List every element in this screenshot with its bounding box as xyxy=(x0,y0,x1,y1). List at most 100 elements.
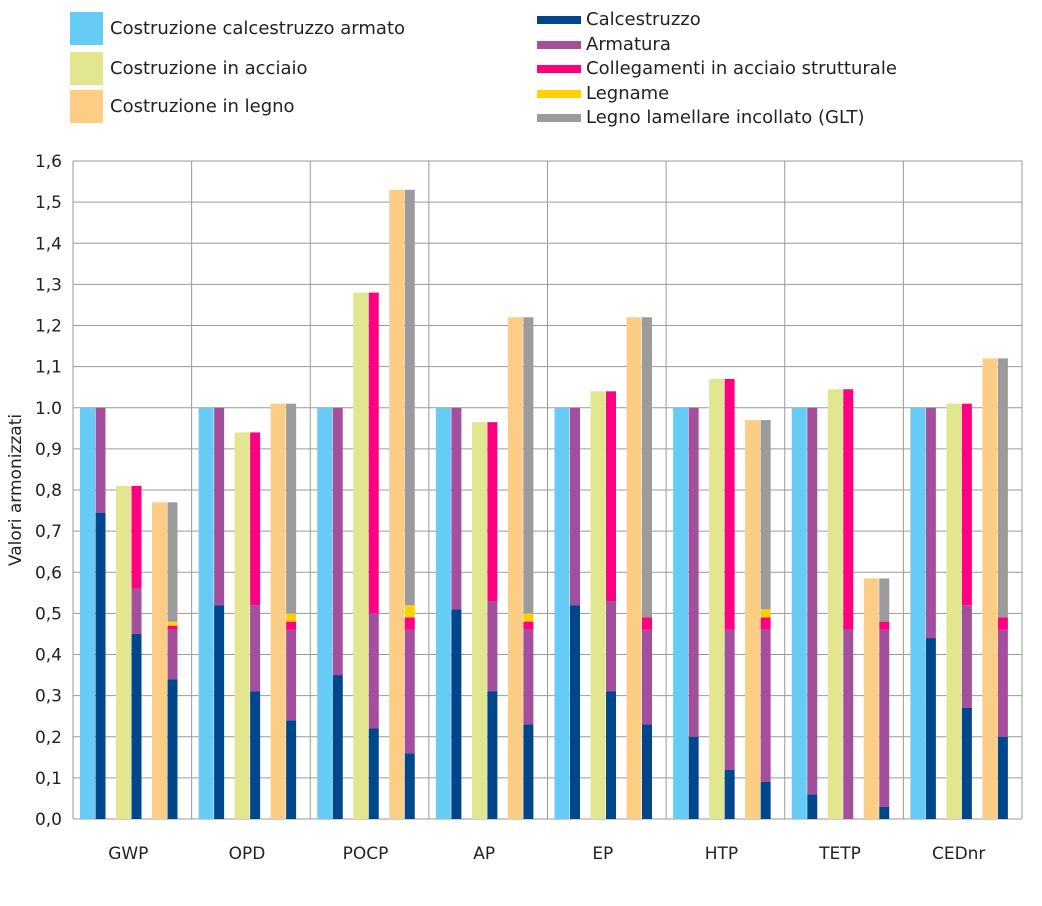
bar-AP-building-1-calcestruzzo xyxy=(451,609,462,819)
bar-TETP-building-2-total xyxy=(827,389,843,819)
bar-OPD-building-2-total xyxy=(234,432,250,819)
bar-POCP-building-1-calcestruzzo xyxy=(332,675,343,819)
bar-CEDnr-building-3-calcestruzzo xyxy=(997,736,1008,819)
bar-HTP-building-3-collegamenti-in-acciaio-strutturale xyxy=(760,617,771,630)
bar-HTP-building-2-total xyxy=(709,378,725,819)
bar-AP-building-3-legno-lamellare-incollato-glt- xyxy=(523,317,534,614)
legend-component-legname: Legname xyxy=(537,83,669,104)
y-axis-label: Valori armonizzati xyxy=(6,414,26,566)
y-tick-label: 0,5 xyxy=(35,604,62,624)
bar-GWP-building-1-armatura xyxy=(95,407,106,513)
legend-swatch xyxy=(70,12,103,45)
legend-building-concrete: Costruzione calcestruzzo armato xyxy=(70,12,405,45)
bar-HTP-building-1-calcestruzzo xyxy=(688,736,699,819)
legend-component-calcestruzzo: Calcestruzzo xyxy=(537,9,701,30)
y-tick-label: 0,7 xyxy=(35,522,62,542)
legend-component-glt: Legno lamellare incollato (GLT) xyxy=(537,107,865,128)
legend-building-wood: Costruzione in legno xyxy=(70,90,295,123)
legend-swatch xyxy=(70,90,103,123)
x-tick-label: POCP xyxy=(343,844,389,864)
legend-label: Armatura xyxy=(586,34,671,55)
bar-AP-building-3-legname xyxy=(523,613,534,622)
bar-CEDnr-building-2-armatura xyxy=(961,605,972,708)
x-tick-label: GWP xyxy=(108,844,148,864)
bar-GWP-building-2-armatura xyxy=(131,588,142,634)
x-tick-label: EP xyxy=(592,844,613,864)
bar-CEDnr-building-3-armatura xyxy=(997,629,1008,737)
x-tick-label: TETP xyxy=(818,844,861,864)
legend-label: Collegamenti in acciaio strutturale xyxy=(586,58,897,79)
legend-component-collegamenti: Collegamenti in acciaio strutturale xyxy=(537,58,897,79)
bar-TETP-building-3-armatura xyxy=(879,629,890,807)
bar-HTP-building-3-calcestruzzo xyxy=(760,781,771,819)
legend-swatch xyxy=(537,89,581,98)
legend-label: Costruzione calcestruzzo armato xyxy=(110,18,406,39)
bar-EP-building-3-total xyxy=(626,317,642,819)
bar-POCP-building-2-armatura xyxy=(368,613,379,729)
bar-OPD-building-3-armatura xyxy=(286,629,297,721)
bar-GWP-building-3-armatura xyxy=(167,629,178,680)
bar-OPD-building-3-legno-lamellare-incollato-glt- xyxy=(286,403,297,614)
bar-CEDnr-building-1-total xyxy=(910,407,926,819)
bar-OPD-building-3-calcestruzzo xyxy=(286,720,297,819)
y-tick-label: 0,1 xyxy=(35,769,62,789)
bar-GWP-building-3-legno-lamellare-incollato-glt- xyxy=(167,502,178,622)
y-tick-label: 0,3 xyxy=(35,687,62,707)
legend-label: Calcestruzzo xyxy=(586,9,701,30)
bar-POCP-building-2-total xyxy=(353,292,369,820)
y-tick-label: 0,0 xyxy=(35,810,62,830)
bar-POCP-building-3-legno-lamellare-incollato-glt- xyxy=(404,189,415,606)
legend-swatch xyxy=(537,113,581,122)
bar-AP-building-3-calcestruzzo xyxy=(523,724,534,819)
bar-AP-building-2-collegamenti-in-acciaio-strutturale xyxy=(487,422,498,602)
legend-building-steel: Costruzione in acciaio xyxy=(70,52,308,85)
bar-GWP-building-2-total xyxy=(116,485,131,819)
bar-EP-building-3-armatura xyxy=(642,629,652,725)
bar-GWP-building-3-calcestruzzo xyxy=(167,679,178,819)
legend-swatch xyxy=(537,64,581,73)
bar-TETP-building-2-collegamenti-in-acciaio-strutturale xyxy=(843,389,854,630)
y-tick-label: 1,4 xyxy=(35,234,62,254)
bar-GWP-building-2-collegamenti-in-acciaio-strutturale xyxy=(131,485,142,589)
bar-OPD-building-1-total xyxy=(198,407,214,819)
bar-HTP-building-3-total xyxy=(745,420,761,819)
bar-CEDnr-building-3-total xyxy=(982,358,998,819)
bar-POCP-building-3-total xyxy=(389,189,405,820)
bar-EP-building-1-armatura xyxy=(570,407,580,606)
bar-AP-building-2-armatura xyxy=(487,601,498,692)
bar-CEDnr-building-3-collegamenti-in-acciaio-strutturale xyxy=(997,617,1008,630)
bar-GWP-building-1-calcestruzzo xyxy=(95,512,106,819)
bar-CEDnr-building-1-calcestruzzo xyxy=(925,638,936,819)
bar-HTP-building-1-total xyxy=(673,407,689,819)
bar-AP-building-3-total xyxy=(507,317,523,819)
y-tick-label: 1,3 xyxy=(35,275,62,295)
bar-EP-building-1-total xyxy=(554,407,570,819)
bar-EP-building-3-legno-lamellare-incollato-glt- xyxy=(642,317,652,618)
bar-POCP-building-3-collegamenti-in-acciaio-strutturale xyxy=(404,617,415,630)
bar-GWP-building-1-total xyxy=(80,407,95,819)
bar-EP-building-2-calcestruzzo xyxy=(606,691,616,819)
bar-AP-building-2-total xyxy=(471,422,487,819)
bar-HTP-building-3-armatura xyxy=(760,629,771,782)
legend-component-armatura: Armatura xyxy=(537,34,671,55)
y-tick-label: 0,4 xyxy=(35,646,62,666)
legend-label: Legname xyxy=(586,83,670,104)
bar-TETP-building-3-total xyxy=(863,578,879,819)
bar-TETP-building-3-collegamenti-in-acciaio-strutturale xyxy=(879,621,890,630)
bar-OPD-building-2-calcestruzzo xyxy=(250,691,261,819)
bar-OPD-building-3-collegamenti-in-acciaio-strutturale xyxy=(286,621,297,630)
y-tick-label: 1,2 xyxy=(35,317,62,337)
bar-OPD-building-2-collegamenti-in-acciaio-strutturale xyxy=(250,432,261,606)
bar-CEDnr-building-3-legno-lamellare-incollato-glt- xyxy=(997,358,1008,618)
bar-POCP-building-2-calcestruzzo xyxy=(368,728,379,819)
x-tick-label: AP xyxy=(473,844,495,864)
bar-GWP-building-3-total xyxy=(152,502,167,819)
bar-GWP-building-2-calcestruzzo xyxy=(131,633,142,819)
bar-AP-building-3-collegamenti-in-acciaio-strutturale xyxy=(523,621,534,630)
y-tick-label: 1,5 xyxy=(35,193,62,213)
bar-GWP-building-3-collegamenti-in-acciaio-strutturale xyxy=(167,625,178,630)
bar-HTP-building-3-legname xyxy=(760,609,771,618)
y-tick-label: 0,2 xyxy=(35,728,62,748)
bar-HTP-building-1-armatura xyxy=(688,407,699,737)
